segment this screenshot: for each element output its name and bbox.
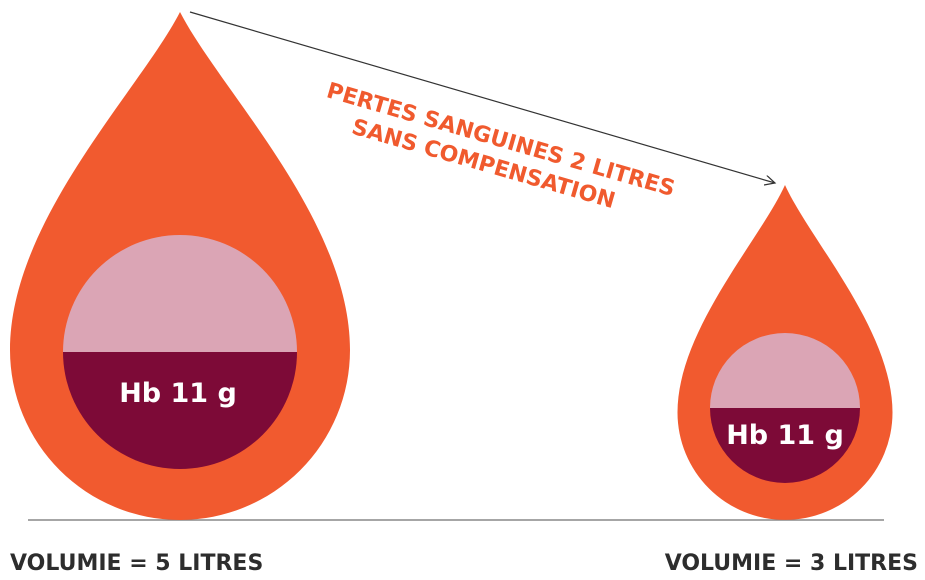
diagram: Hb 11 g Hb 11 g PERTES SANGUINES 2 LITRE…: [0, 0, 925, 580]
hb-label: Hb 11 g: [726, 420, 844, 451]
hb-label: Hb 11 g: [119, 378, 237, 409]
volume-label: VOLUMIE = 3 LITRES: [665, 551, 918, 576]
volume-label: VOLUMIE = 5 LITRES: [10, 551, 263, 576]
